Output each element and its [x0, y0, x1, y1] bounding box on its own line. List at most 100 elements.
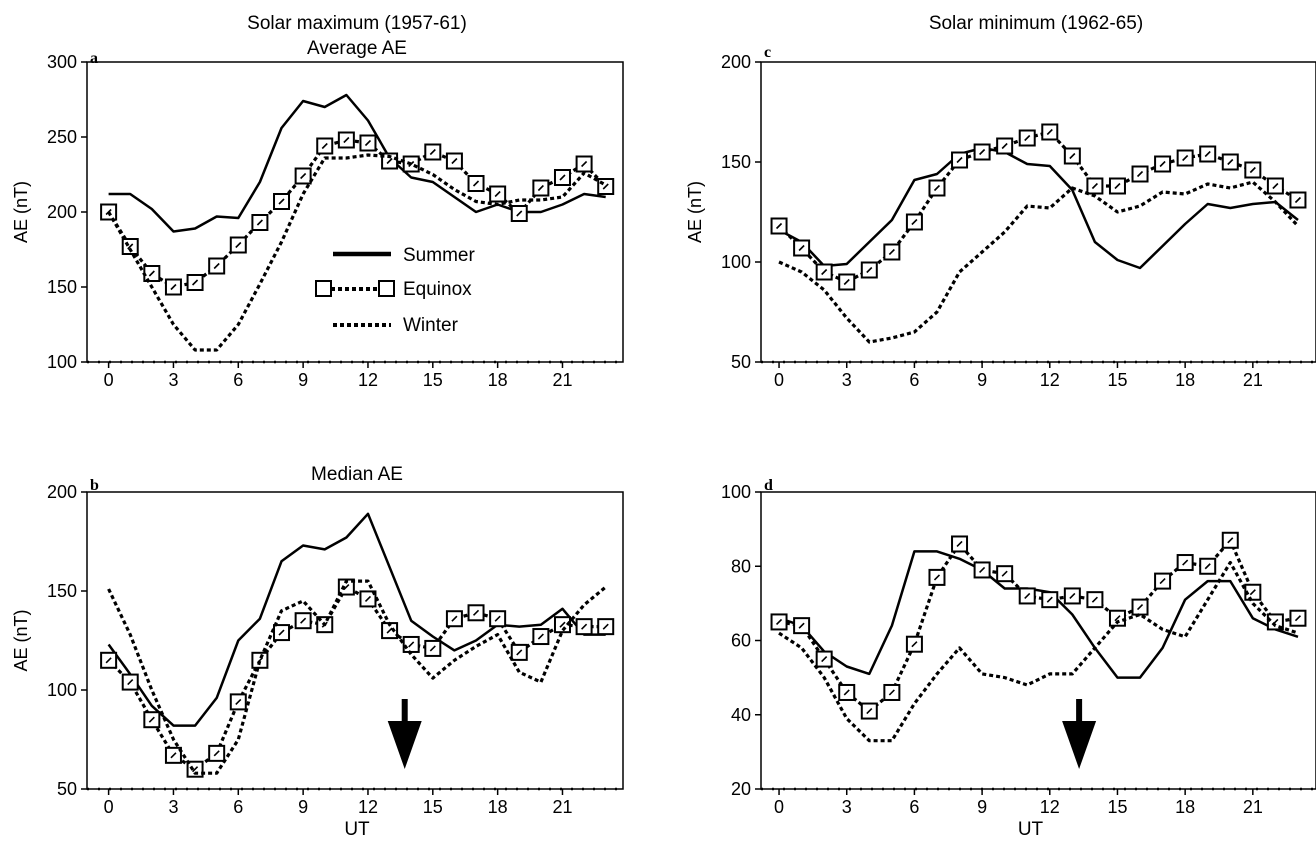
series-equinox-point-mark [933, 574, 941, 581]
y-tick-label: 50 [57, 779, 77, 799]
series-equinox-point-mark [386, 157, 393, 165]
series-equinox-point-mark [888, 689, 895, 696]
panel-a-subtitle: Average AE [307, 38, 407, 59]
legend-equinox-label: Equinox [403, 279, 472, 300]
x-axis-label: UT [1018, 819, 1044, 840]
y-tick-label: 150 [47, 277, 77, 297]
series-equinox-point-mark [933, 184, 941, 192]
x-tick-label: 18 [1175, 370, 1195, 390]
x-tick-label: 9 [977, 797, 987, 817]
series-equinox-point-mark [170, 283, 177, 291]
x-tick-label: 3 [168, 370, 178, 390]
x-tick-label: 9 [298, 370, 308, 390]
series-equinox-point-mark [1249, 589, 1256, 596]
right-column-title: Solar minimum (1962-65) [929, 13, 1143, 34]
series-equinox-point-mark [1294, 615, 1302, 622]
series-equinox-point-mark [843, 689, 850, 696]
series-equinox-point-mark [1272, 182, 1279, 190]
series-equinox-point-mark [798, 622, 805, 629]
panel-b-chart: 0 3 6 9 12 15 18 21 50 100 150 200 AE (nT) UT [11, 482, 624, 840]
arrow-shaft [1076, 699, 1083, 725]
series-equinox-point-mark [364, 139, 372, 147]
series-equinox-point-mark [451, 157, 458, 165]
x-tick-label: 3 [842, 797, 852, 817]
arrow-shaft [401, 699, 408, 725]
x-tick-label: 21 [552, 370, 572, 390]
x-tick-label: 0 [774, 370, 784, 390]
plot-frame [760, 61, 1316, 363]
series-equinox-point-mark [343, 136, 350, 144]
panel-d-label: d [764, 477, 773, 494]
series-equinox-point-mark [300, 172, 307, 180]
series-equinox-point-mark [602, 623, 609, 630]
series-equinox-point-mark [105, 657, 112, 664]
x-tick-label: 6 [233, 370, 243, 390]
series-equinox-point-mark [1204, 150, 1211, 158]
y-axis-label: AE (nT) [685, 181, 705, 243]
y-axis-label: AE (nT) [11, 609, 31, 671]
series-summer-line [107, 512, 606, 727]
series-equinox-point-mark [191, 766, 199, 773]
y-tick-label: 250 [47, 127, 77, 147]
series-equinox-point-mark [1024, 592, 1031, 600]
series-equinox-point-mark [516, 210, 523, 217]
x-tick-label: 18 [488, 797, 508, 817]
x-tick-label: 3 [168, 797, 178, 817]
series-winter-line [107, 579, 607, 775]
x-tick-label: 12 [358, 797, 378, 817]
series-equinox-point-mark [148, 270, 155, 277]
series-summer-line [778, 550, 1299, 679]
series-equinox-point-mark [127, 679, 134, 686]
x-tick-label: 18 [1175, 797, 1195, 817]
series-equinox-point-mark [911, 641, 918, 648]
arrow-head [387, 721, 422, 769]
panel-a-chart: 0 3 6 9 12 15 18 21 100 150 200 250 300 AE (nT) [11, 52, 624, 390]
series-equinox-point-mark [127, 243, 134, 250]
series-equinox-point-mark [775, 618, 783, 626]
y-axis-label: AE (nT) [11, 181, 31, 243]
series-equinox-point-mark [1227, 158, 1234, 166]
series-equinox-point-mark [1114, 615, 1121, 622]
series-equinox-point-mark [429, 148, 436, 156]
y-tick-label: 50 [731, 352, 751, 372]
series-equinox-point-mark [866, 707, 873, 715]
y-tick-label: 150 [721, 152, 751, 172]
x-tick-label: 15 [1107, 370, 1127, 390]
y-tick-label: 150 [47, 581, 77, 601]
series-equinox-point-mark [494, 190, 501, 198]
series-equinox-point-mark [213, 750, 220, 757]
x-tick-label: 6 [233, 797, 243, 817]
series-equinox-point-mark [537, 633, 544, 640]
series-equinox-point-mark [866, 266, 873, 274]
series-equinox-point-mark [1001, 142, 1008, 150]
series-equinox-point-mark [278, 198, 285, 205]
series-summer-line [108, 93, 606, 233]
y-tick-label: 20 [731, 779, 751, 799]
arrow-head [1062, 721, 1097, 769]
panel-d-chart: 0 3 6 9 12 15 18 21 20 40 60 80 100 UT [721, 482, 1316, 840]
series-equinox-point-mark [798, 244, 805, 252]
series-equinox-point-mark [235, 698, 242, 705]
series-equinox-point-mark [472, 609, 480, 616]
series-equinox-point-mark [537, 184, 544, 192]
pointer-arrow [387, 699, 422, 769]
panel-a-label: a [90, 50, 98, 67]
series-equinox-point-mark [1001, 570, 1008, 577]
left-column-title: Solar maximum (1957-61) [247, 13, 467, 34]
series-equinox-point-mark [821, 655, 828, 663]
x-tick-label: 15 [423, 797, 443, 817]
x-tick-label: 3 [842, 370, 852, 390]
x-tick-label: 9 [298, 797, 308, 817]
legend-equinox-marker-left [315, 280, 332, 297]
series-equinox-line [778, 538, 1299, 713]
series-equinox-point-mark [213, 262, 220, 270]
x-tick-label: 0 [774, 797, 784, 817]
y-tick-label: 100 [47, 680, 77, 700]
y-tick-label: 100 [47, 352, 77, 372]
x-tick-label: 12 [358, 370, 378, 390]
series-equinox-point-mark [1294, 196, 1302, 204]
series-equinox-point-mark [1091, 182, 1098, 190]
y-tick-label: 40 [731, 705, 751, 725]
pointer-arrow [1062, 699, 1097, 769]
x-tick-label: 12 [1040, 370, 1060, 390]
